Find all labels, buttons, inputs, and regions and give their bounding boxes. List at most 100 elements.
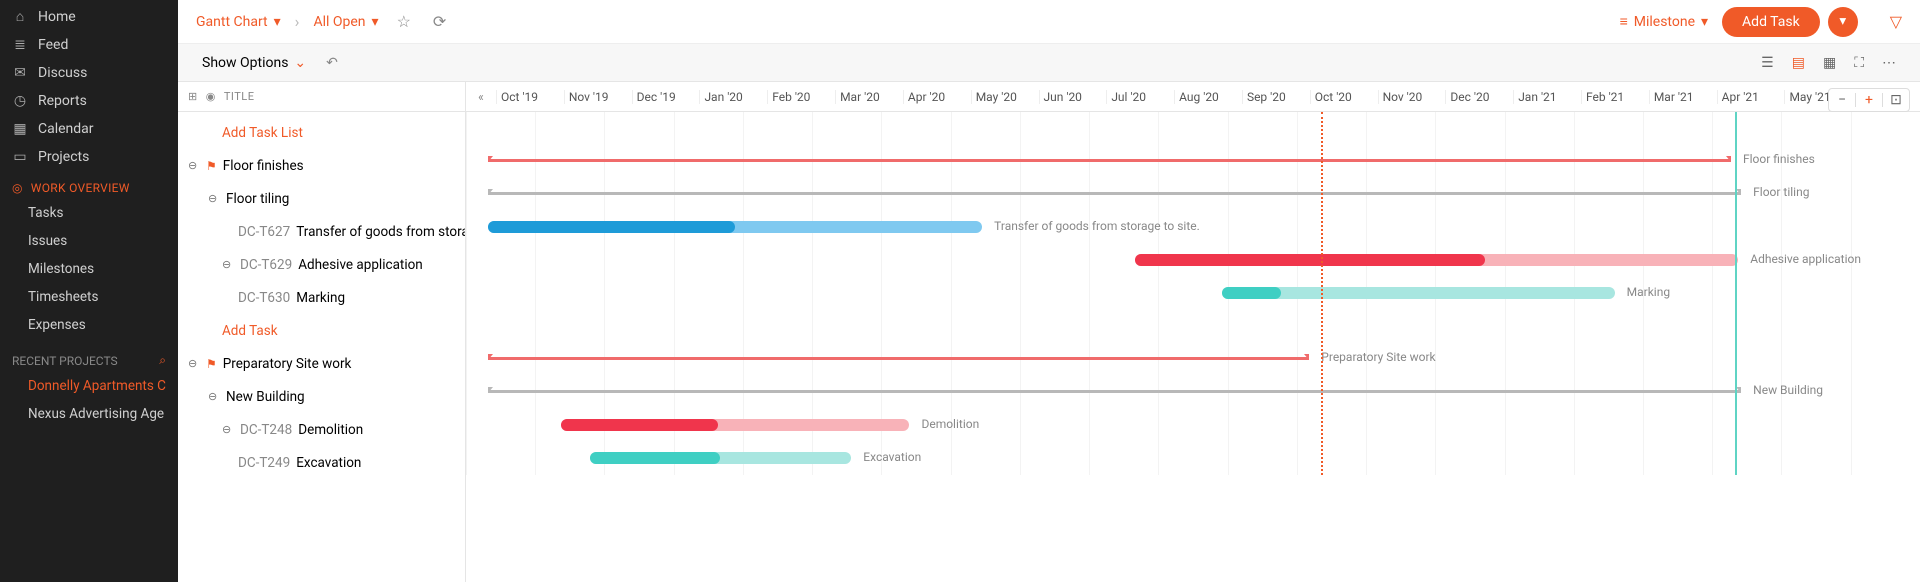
tree-group[interactable]: ⊖⚑Preparatory Site work — [178, 347, 465, 380]
tree-task[interactable]: DC-T627Transfer of goods from storage to… — [178, 215, 465, 248]
refresh-icon[interactable]: ⟳ — [429, 8, 450, 35]
funnel-icon[interactable]: ▽ — [1890, 12, 1902, 31]
collapse-icon[interactable]: ⊖ — [188, 357, 202, 370]
milestone-button[interactable]: ≡Milestone▾ — [1620, 13, 1708, 30]
recent-projects-header: RECENT PROJECTS ⌕ — [0, 339, 178, 372]
task-tree: ⊞ ◉ TITLE Add Task List⊖⚑Floor finishes⊖… — [178, 82, 466, 582]
nav-home[interactable]: ⌂Home — [0, 2, 178, 31]
more-icon[interactable]: ⋯ — [1882, 55, 1896, 71]
task-bar[interactable]: Excavation — [590, 452, 852, 464]
nav-calendar[interactable]: ▦Calendar — [0, 115, 178, 143]
month-header: Apr '21 — [1717, 90, 1785, 104]
show-options[interactable]: Show Options⌄ — [202, 55, 306, 71]
zoom-control: − + ⊡ — [1828, 88, 1910, 112]
month-header: Mar '20 — [835, 90, 903, 104]
month-header: Nov '20 — [1378, 90, 1446, 104]
projects-icon: ▭ — [12, 149, 28, 165]
month-header: Aug '20 — [1174, 90, 1242, 104]
month-header: May '20 — [971, 90, 1039, 104]
zoom-in[interactable]: + — [1856, 92, 1882, 108]
tree-sort-icon[interactable]: ◉ — [206, 90, 216, 103]
scroll-left-icon[interactable]: « — [466, 90, 496, 104]
timeline: « Oct '19Nov '19Dec '19Jan '20Feb '20Mar… — [466, 82, 1920, 112]
task-bar[interactable]: Demolition — [561, 419, 910, 431]
tree-config-icon[interactable]: ⊞ — [188, 90, 198, 103]
month-header: Sep '20 — [1242, 90, 1310, 104]
chevron-down-icon: ▾ — [372, 14, 379, 30]
home-icon: ⌂ — [12, 8, 28, 25]
flag-icon: ⚑ — [206, 159, 217, 173]
work-issues[interactable]: Issues — [0, 227, 178, 255]
tree-group[interactable]: ⊖Floor tiling — [178, 182, 465, 215]
tree-task[interactable]: ⊖DC-T629Adhesive application — [178, 248, 465, 281]
work-overview-header: ◎ WORK OVERVIEW — [0, 171, 178, 199]
zoom-fit[interactable]: ⊡ — [1883, 92, 1909, 108]
summary-bar[interactable]: Floor finishes — [488, 159, 1731, 162]
work-timesheets[interactable]: Timesheets — [0, 283, 178, 311]
bar-label: Preparatory Site work — [1321, 350, 1435, 364]
collapse-icon[interactable]: ⊖ — [188, 159, 202, 172]
collapse-icon[interactable]: ⊖ — [222, 258, 236, 271]
work-tasks[interactable]: Tasks — [0, 199, 178, 227]
bar-label: Transfer of goods from storage to site. — [994, 219, 1200, 233]
nav-discuss[interactable]: ✉Discuss — [0, 59, 178, 87]
gantt: ⊞ ◉ TITLE Add Task List⊖⚑Floor finishes⊖… — [178, 82, 1920, 582]
recent-project[interactable]: Nexus Advertising Age — [0, 400, 178, 428]
add-task-button[interactable]: Add Task — [1722, 7, 1820, 37]
month-header: Jun '20 — [1039, 90, 1107, 104]
end-line — [1735, 112, 1737, 475]
tree-group[interactable]: ⊖⚑Floor finishes — [178, 149, 465, 182]
month-header: Jan '21 — [1513, 90, 1581, 104]
summary-bar[interactable]: Floor tiling — [488, 192, 1741, 195]
recent-project[interactable]: Donnelly Apartments C — [0, 372, 178, 400]
bar-label: Excavation — [863, 450, 921, 464]
month-header: Dec '19 — [632, 90, 700, 104]
tree-task[interactable]: DC-T630Marking — [178, 281, 465, 314]
month-header: Nov '19 — [564, 90, 632, 104]
tool-rows-icon[interactable]: ☰ — [1761, 55, 1774, 71]
collapse-icon[interactable]: ⊖ — [208, 390, 222, 403]
chevron-down-icon: ▾ — [274, 14, 281, 30]
chevron-down-icon: ▾ — [1701, 14, 1708, 30]
flag-icon: ⚑ — [206, 357, 217, 371]
tree-add-link[interactable]: Add Task — [178, 314, 465, 347]
task-bar[interactable]: Transfer of goods from storage to site. — [488, 221, 982, 233]
work-expenses[interactable]: Expenses — [0, 311, 178, 339]
month-header: Mar '21 — [1649, 90, 1717, 104]
tree-group[interactable]: ⊖New Building — [178, 380, 465, 413]
tree-add-link[interactable]: Add Task List — [178, 116, 465, 149]
summary-bar[interactable]: Preparatory Site work — [488, 357, 1310, 360]
month-header: Apr '20 — [903, 90, 971, 104]
work-milestones[interactable]: Milestones — [0, 255, 178, 283]
nav-feed[interactable]: ≣Feed — [0, 31, 178, 59]
month-header: Oct '20 — [1310, 90, 1378, 104]
month-header: Feb '21 — [1581, 90, 1649, 104]
view-selector[interactable]: Gantt Chart▾ — [196, 14, 281, 30]
reports-icon: ◷ — [12, 93, 28, 109]
task-bar[interactable]: Adhesive application — [1135, 254, 1738, 266]
tool-gantt-icon[interactable]: ▤ — [1792, 55, 1805, 71]
today-line — [1321, 112, 1323, 475]
collapse-icon[interactable]: ⊖ — [222, 423, 236, 436]
nav-projects[interactable]: ▭Projects — [0, 143, 178, 171]
zoom-out[interactable]: − — [1829, 92, 1855, 108]
bar-label: Floor finishes — [1743, 152, 1815, 166]
chart-rows: Floor finishes Floor tiling Transfer of go… — [466, 112, 1920, 475]
star-icon[interactable]: ☆ — [393, 8, 415, 35]
tool-calendar-icon[interactable]: ▦ — [1823, 55, 1836, 71]
tool-expand-icon[interactable]: ⛶ — [1854, 55, 1864, 71]
tree-task[interactable]: DC-T249Excavation — [178, 446, 465, 479]
nav-reports[interactable]: ◷Reports — [0, 87, 178, 115]
undo-icon[interactable]: ↶ — [322, 51, 342, 75]
collapse-icon[interactable]: ⊖ — [208, 192, 222, 205]
summary-bar[interactable]: New Building — [488, 390, 1741, 393]
month-header: Jul '20 — [1106, 90, 1174, 104]
feed-icon: ≣ — [12, 37, 28, 53]
task-bar[interactable]: Marking — [1222, 287, 1615, 299]
filter-selector[interactable]: All Open▾ — [313, 14, 378, 30]
view-tools: ☰ ▤ ▦ ⛶ ⋯ — [1761, 55, 1896, 71]
tree-task[interactable]: ⊖DC-T248Demolition — [178, 413, 465, 446]
add-task-dropdown[interactable]: ▾ — [1828, 7, 1858, 37]
search-icon[interactable]: ⌕ — [159, 353, 166, 368]
bar-label: Floor tiling — [1753, 185, 1809, 199]
